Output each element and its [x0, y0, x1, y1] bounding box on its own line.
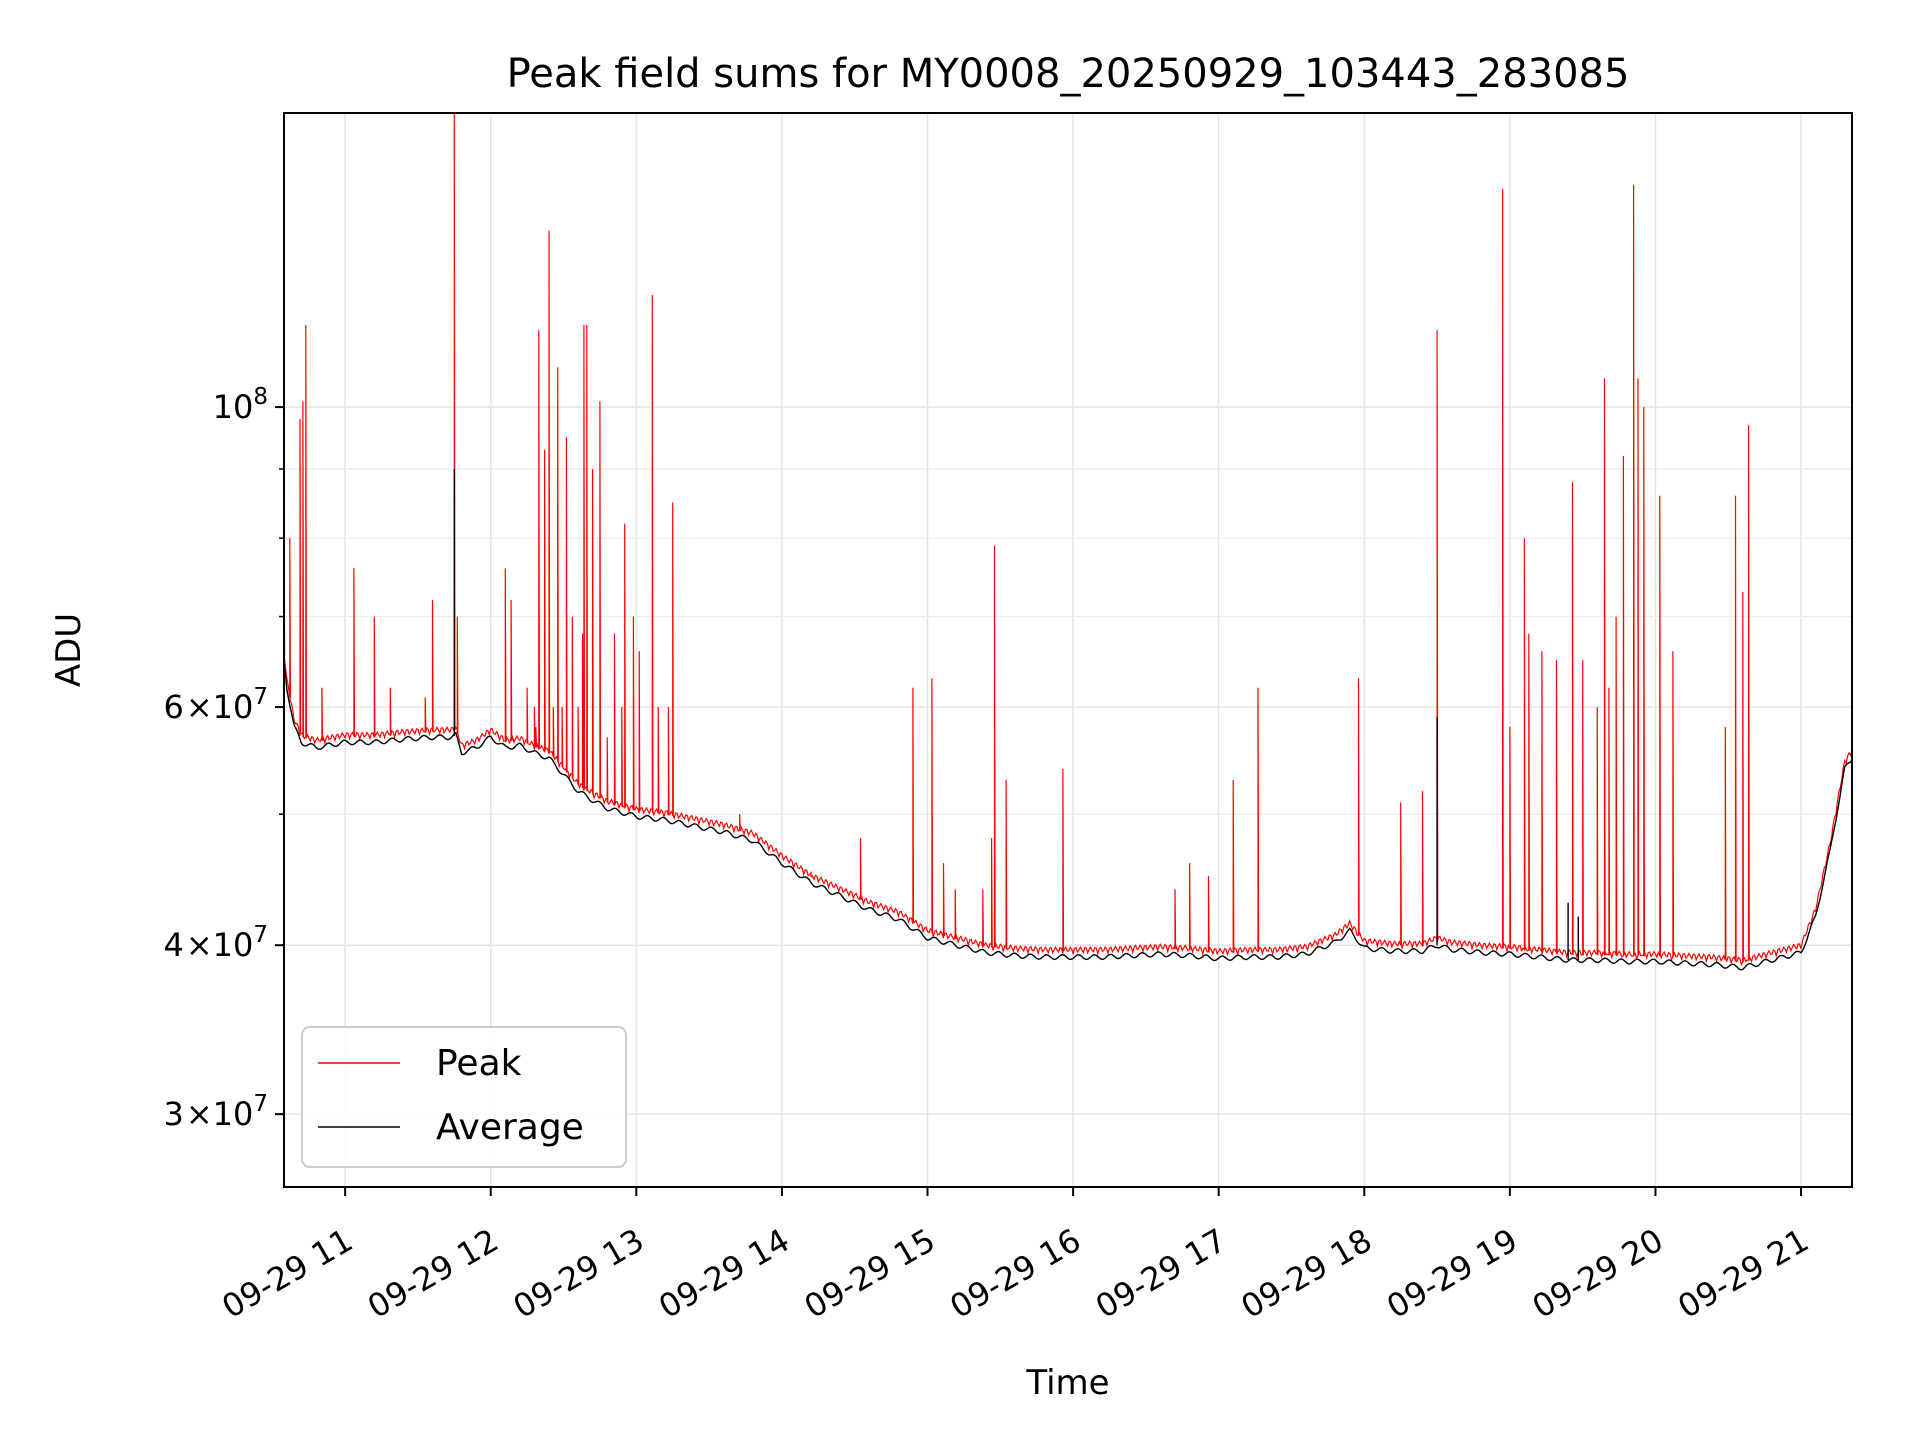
y-tick-mult: × [186, 688, 213, 726]
y-tick-mult: × [186, 1095, 213, 1133]
y-tick-pow: 10 [213, 688, 254, 726]
y-axis-label: ADU [49, 613, 89, 687]
legend-label-peak: Peak [436, 1043, 522, 1084]
y-tick-base: 3 [163, 1095, 183, 1133]
y-tick-exponent: 8 [253, 384, 268, 410]
legend-label-average: Average [436, 1107, 584, 1148]
y-tick-base: 6 [163, 688, 183, 726]
y-tick-exponent: 7 [253, 922, 268, 948]
plot-frame [283, 112, 1853, 1188]
y-tick-label: 108 [213, 384, 268, 426]
y-tick-mult: × [186, 926, 213, 964]
legend: Peak Average [301, 1026, 627, 1168]
y-tick-label: 4×107 [163, 922, 268, 964]
y-tick-label: 3×107 [163, 1091, 268, 1133]
chart-title: Peak field sums for MY0008_20250929_1034… [507, 51, 1630, 97]
legend-box [301, 1026, 627, 1168]
y-tick-base: 4 [163, 926, 183, 964]
y-tick-label: 6×107 [163, 684, 268, 726]
series-line-average [284, 659, 1852, 971]
y-tick-pow: 10 [213, 388, 254, 426]
x-axis-label: Time [1025, 1363, 1109, 1403]
series-line-peak [284, 113, 1852, 967]
plot-area [284, 113, 1852, 971]
y-tick-pow: 10 [213, 926, 254, 964]
y-tick-exponent: 7 [253, 1091, 268, 1117]
y-tick-pow: 10 [213, 1095, 254, 1133]
y-tick-exponent: 7 [253, 684, 268, 710]
